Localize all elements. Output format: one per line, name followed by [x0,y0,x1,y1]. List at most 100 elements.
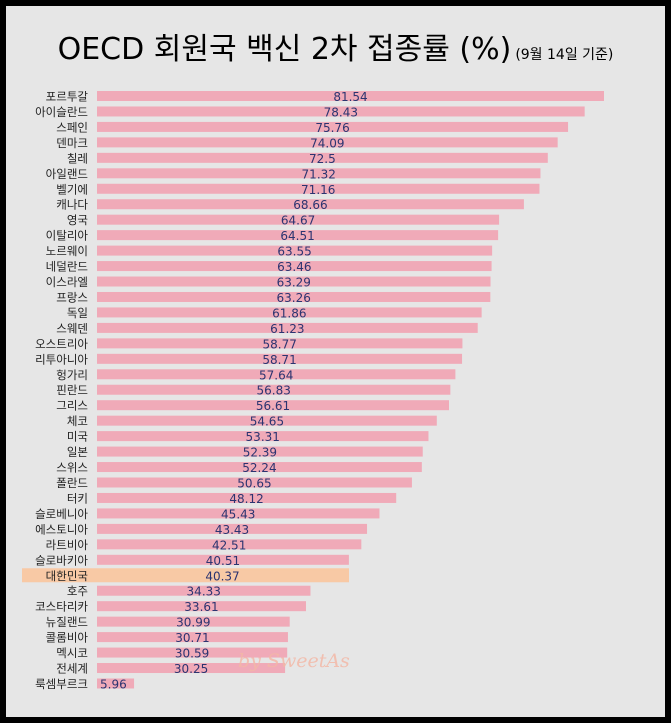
category-label: 프랑스 [56,290,88,304]
value-label: 64.51 [280,229,314,243]
value-label: 43.43 [215,523,249,537]
value-label: 34.33 [187,585,221,599]
bar [97,353,463,364]
bar [97,400,449,411]
value-label: 30.99 [176,616,210,630]
value-label: 30.25 [174,662,208,676]
value-label: 72.5 [309,152,336,166]
value-label: 33.61 [184,600,218,614]
category-label: 그리스 [56,399,88,413]
bar [97,214,500,225]
category-label: 덴마크 [56,136,88,150]
bar [97,570,349,581]
category-label: 칠레 [67,151,88,165]
category-label: 벨기에 [56,182,88,196]
bar [97,291,491,302]
value-label: 71.16 [301,183,335,197]
category-label: 미국 [67,430,88,444]
value-label: 30.59 [175,647,209,661]
value-label: 40.51 [206,554,240,568]
bar [97,121,569,132]
value-label: 30.71 [175,631,209,645]
category-label: 영국 [67,213,88,227]
value-label: 45.43 [221,507,255,521]
value-label: 54.65 [250,415,284,429]
category-label: 코스타리카 [35,600,88,614]
chart-title: OECD 회원국 백신 2차 접종률 (%) [57,32,512,67]
bar [97,616,290,627]
category-label: 핀란드 [56,383,88,397]
category-label: 대한민국 [46,569,88,583]
bar [97,91,604,101]
bar [97,508,380,519]
value-label: 40.37 [205,569,239,583]
category-label: 노르웨이 [46,244,88,258]
category-label: 호주 [67,584,88,598]
category-label: 폴란드 [56,476,88,490]
category-label: 룩셈부르크 [35,677,88,691]
value-label: 57.64 [259,368,293,382]
bar [97,152,548,163]
value-label: 63.26 [276,291,310,305]
bar [97,446,423,457]
bar [97,106,585,117]
value-label: 75.76 [315,121,349,135]
chart-header: OECD 회원국 백신 2차 접종률 (%) (9월 14일 기준) [0,24,671,68]
value-label: 52.39 [243,446,277,460]
category-label: 멕시코 [56,646,88,660]
value-label: 61.86 [272,306,306,320]
value-label: 68.66 [293,198,327,212]
category-label: 리투아니아 [35,352,88,366]
bar [97,523,368,534]
value-label: 61.23 [270,322,304,336]
bar [97,477,412,488]
value-label: 64.67 [281,214,315,228]
value-label: 78.43 [324,105,358,119]
value-label: 58.77 [263,337,297,351]
category-label: 슬로베니아 [35,507,88,521]
category-label: 일본 [67,445,88,459]
category-label: 슬로바키아 [35,553,88,567]
category-label: 스페인 [56,120,88,134]
bar [97,492,397,503]
category-label: 스웨덴 [56,321,88,335]
bar [97,647,288,658]
value-label: 63.46 [277,260,311,274]
category-label: 콜롬비아 [46,631,89,645]
value-label: 56.61 [256,399,290,413]
bar [97,663,286,674]
chart-subtitle: (9월 14일 기준) [515,47,614,63]
category-label: 헝가리 [56,368,88,382]
bar [97,632,288,643]
value-label: 63.29 [277,276,311,290]
bar [97,137,558,148]
value-label: 81.54 [333,90,367,104]
bar [97,168,541,179]
bars-layer [22,91,604,689]
category-label: 캐나다 [56,198,88,212]
value-label: 5.96 [100,677,127,691]
category-label: 스위스 [56,461,88,475]
bar [97,230,499,241]
bar [97,322,478,333]
bar [97,539,362,550]
value-label: 53.31 [246,430,280,444]
value-label: 52.24 [242,461,276,475]
category-label: 뉴질랜드 [46,615,88,629]
category-label: 체코 [67,414,88,428]
value-label: 63.55 [277,245,311,259]
bar [97,261,492,272]
bar [97,601,306,612]
category-label: 라트비아 [46,538,89,552]
category-label: 이탈리아 [46,229,89,243]
bar [97,307,482,318]
value-label: 74.09 [310,136,344,150]
category-label: 전세계 [56,662,88,676]
watermark: by SweetAs [238,650,350,672]
value-label: 42.51 [212,538,246,552]
value-label: 58.71 [262,353,296,367]
bar [97,384,451,395]
category-label: 독일 [67,306,88,320]
bar [97,276,491,287]
